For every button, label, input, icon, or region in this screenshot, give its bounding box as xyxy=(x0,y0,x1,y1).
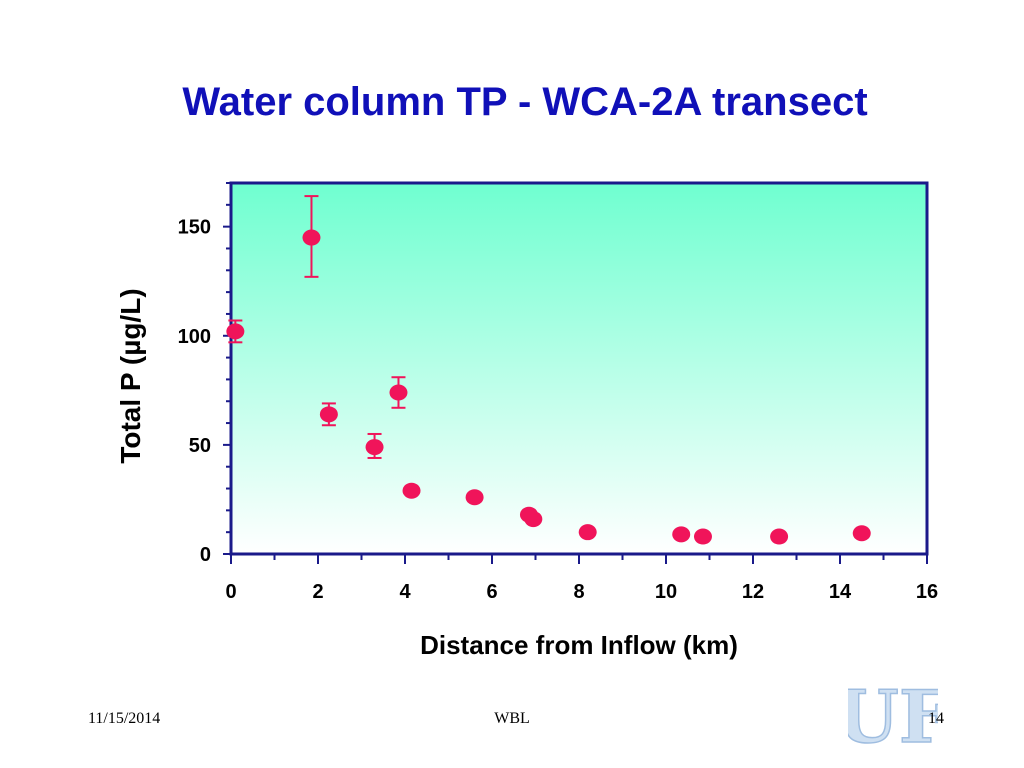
data-point xyxy=(693,528,712,545)
x-tick-label: 4 xyxy=(399,581,411,603)
y-axis-label: Total P (µg/L) xyxy=(115,288,146,463)
y-axis: 0 50 100 150 xyxy=(178,182,231,566)
uf-logo: UF xyxy=(848,673,938,752)
data-point xyxy=(302,229,321,246)
y-tick-label: 0 xyxy=(200,544,211,566)
x-tick-label: 6 xyxy=(486,581,497,603)
data-point xyxy=(389,384,408,401)
y-tick-label: 50 xyxy=(189,435,211,457)
y-tick-label: 100 xyxy=(178,326,211,348)
footer-center: WBL xyxy=(494,710,530,727)
data-point xyxy=(852,525,871,542)
x-axis-label: Distance from Inflow (km) xyxy=(420,630,738,660)
y-tick-label: 150 xyxy=(178,217,211,239)
x-tick-label: 12 xyxy=(742,581,764,603)
data-point xyxy=(770,528,789,545)
x-axis: 0 2 4 6 8 10 12 14 16 xyxy=(225,554,938,603)
data-point xyxy=(465,489,484,506)
page-number: 14 xyxy=(928,710,944,727)
data-point xyxy=(672,526,691,543)
x-tick-label: 0 xyxy=(225,581,236,603)
data-point xyxy=(365,439,384,456)
data-point xyxy=(319,406,338,423)
footer-date: 11/15/2014 xyxy=(88,710,161,727)
x-tick-label: 10 xyxy=(655,581,677,603)
x-tick-label: 2 xyxy=(312,581,323,603)
data-point xyxy=(578,524,597,541)
data-points xyxy=(226,229,871,545)
x-tick-label: 14 xyxy=(829,581,852,603)
data-point xyxy=(402,482,421,499)
x-tick-label: 16 xyxy=(916,581,938,603)
data-point xyxy=(524,511,543,528)
uf-logo-text: UF xyxy=(848,674,938,752)
plot-area xyxy=(229,181,929,556)
x-tick-label: 8 xyxy=(573,581,584,603)
data-point xyxy=(226,323,245,340)
slide-title: Water column TP - WCA-2A transect xyxy=(182,80,868,124)
